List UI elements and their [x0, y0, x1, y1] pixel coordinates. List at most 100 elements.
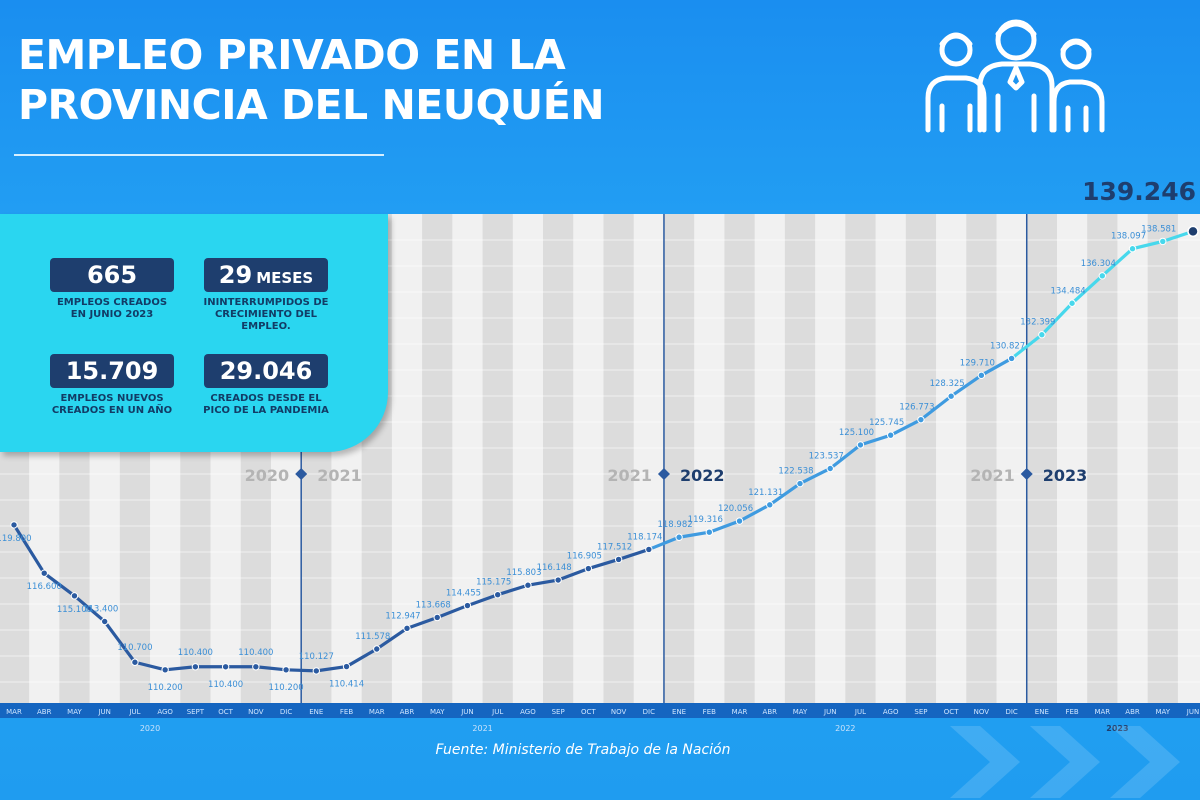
stat-jobs-june: 665 EMPLEOS CREADOS EN JUNIO 2023 — [48, 258, 176, 321]
x-tick-label: MAR — [1094, 708, 1110, 716]
data-point — [433, 613, 441, 622]
x-tick-label: SEP — [552, 708, 565, 716]
grid-band — [724, 214, 755, 703]
x-tick-label: ENE — [672, 708, 686, 716]
x-tick-label: JUN — [1186, 708, 1199, 716]
x-tick-label: ABR — [37, 708, 52, 716]
x-tick-label: DIC — [1005, 708, 1017, 716]
data-point — [221, 663, 230, 671]
x-tick-label: MAR — [369, 708, 385, 716]
grid-band — [905, 214, 937, 703]
family-people-icon — [925, 19, 1105, 133]
series-line-segment — [496, 583, 530, 597]
data-label: 132.399 — [1020, 318, 1055, 328]
grid-band — [966, 214, 997, 703]
series-line-segment — [435, 603, 470, 620]
x-tick-label: AGO — [157, 708, 173, 716]
data-point — [10, 521, 18, 529]
series-line-segment — [889, 418, 923, 437]
year-divider-diamond — [295, 468, 308, 480]
x-axis-strip — [0, 703, 1200, 718]
x-tick-label: DIC — [280, 708, 292, 716]
data-label: 110.200 — [268, 683, 303, 693]
grid-band — [1026, 214, 1057, 703]
x-tick-label: JUN — [823, 708, 836, 716]
series-line-segment — [919, 394, 953, 422]
x-tick-label: MAY — [793, 708, 808, 716]
series-line-segment — [798, 466, 832, 486]
series-line-segment — [737, 503, 772, 523]
data-point — [1007, 354, 1016, 363]
data-label: 122.538 — [778, 467, 813, 477]
x-tick-label: DIC — [643, 708, 655, 716]
highlight-value-label: 139.246 — [1082, 177, 1196, 206]
data-label: 117.512 — [597, 542, 632, 552]
data-point — [312, 667, 321, 675]
data-point — [1038, 331, 1046, 339]
data-point — [947, 392, 955, 400]
summary-panel: 665 EMPLEOS CREADOS EN JUNIO 2023 29 MESE… — [0, 214, 388, 452]
data-point — [70, 592, 79, 600]
stat-caption: CREADOS DESDE EL PICO DE LA PANDEMIA — [203, 393, 329, 416]
series-line-segment — [828, 443, 863, 471]
data-label: 114.455 — [446, 589, 481, 599]
x-tick-label: MAR — [6, 708, 22, 716]
stat-growth-months: 29 MESES ININTERRUMPIDOS DE CRECIMIENTO D… — [202, 258, 330, 333]
x-tick-label: MAY — [430, 708, 445, 716]
series-line-segment — [465, 593, 500, 608]
year-divider-label-left: 2021 — [970, 466, 1015, 485]
data-label: 111.578 — [355, 632, 390, 642]
data-label: 129.710 — [960, 358, 995, 368]
x-tick-label: FEB — [1065, 708, 1078, 716]
x-tick-label: AGO — [520, 708, 536, 716]
data-point — [40, 569, 48, 577]
data-label: 119.316 — [688, 515, 723, 525]
grid-band — [845, 214, 876, 703]
year-divider-diamond — [1020, 468, 1033, 480]
series-line-segment — [12, 523, 46, 575]
series-line-segment — [254, 665, 288, 672]
data-point — [191, 663, 200, 671]
x-tick-label: JUN — [97, 708, 110, 716]
x-tick-label: ABR — [1125, 708, 1140, 716]
stat-value: 665 — [50, 258, 174, 292]
stat-since-pandemic: 29.046 CREADOS DESDE EL PICO DE LA PANDE… — [202, 354, 330, 417]
data-point — [584, 564, 593, 573]
data-point — [705, 528, 714, 536]
data-point — [524, 581, 532, 589]
data-point — [1159, 237, 1167, 246]
x-tick-label: AGO — [883, 708, 899, 716]
series-line-segment — [314, 664, 349, 673]
x-year-label: 2022 — [835, 724, 855, 733]
year-divider-label-right: 2022 — [680, 466, 725, 485]
data-label: 110.400 — [178, 648, 213, 658]
series-line-segment — [586, 557, 621, 571]
data-point — [856, 441, 865, 449]
stat-caption: EMPLEOS NUEVOS CREADOS EN UN AÑO — [51, 393, 173, 416]
data-label: 110.200 — [148, 683, 183, 693]
year-divider-label-right: 2021 — [317, 466, 362, 485]
data-point — [554, 576, 562, 584]
data-point — [977, 371, 986, 380]
data-label: 134.484 — [1050, 286, 1085, 296]
x-tick-label: JUL — [128, 708, 140, 716]
data-label: 136.304 — [1081, 259, 1116, 269]
data-point — [1128, 245, 1137, 253]
x-tick-label: SEP — [914, 708, 927, 716]
data-point — [826, 464, 834, 473]
series-line-segment — [405, 615, 439, 630]
x-tick-label: MAR — [732, 708, 748, 716]
year-divider-label-left: 2020 — [245, 466, 290, 485]
x-tick-label: ABR — [400, 708, 415, 716]
series-line-segment — [1130, 239, 1165, 251]
data-point — [161, 666, 169, 674]
series-line-segment — [707, 519, 742, 534]
data-label: 130.827 — [990, 341, 1025, 351]
data-label: 110.400 — [208, 680, 243, 690]
series-line-segment — [72, 594, 107, 624]
data-point — [342, 662, 351, 671]
data-label: 113.668 — [416, 600, 451, 610]
x-tick-label: JUL — [491, 708, 503, 716]
series-line-segment — [526, 578, 560, 587]
grid-band — [482, 214, 513, 703]
